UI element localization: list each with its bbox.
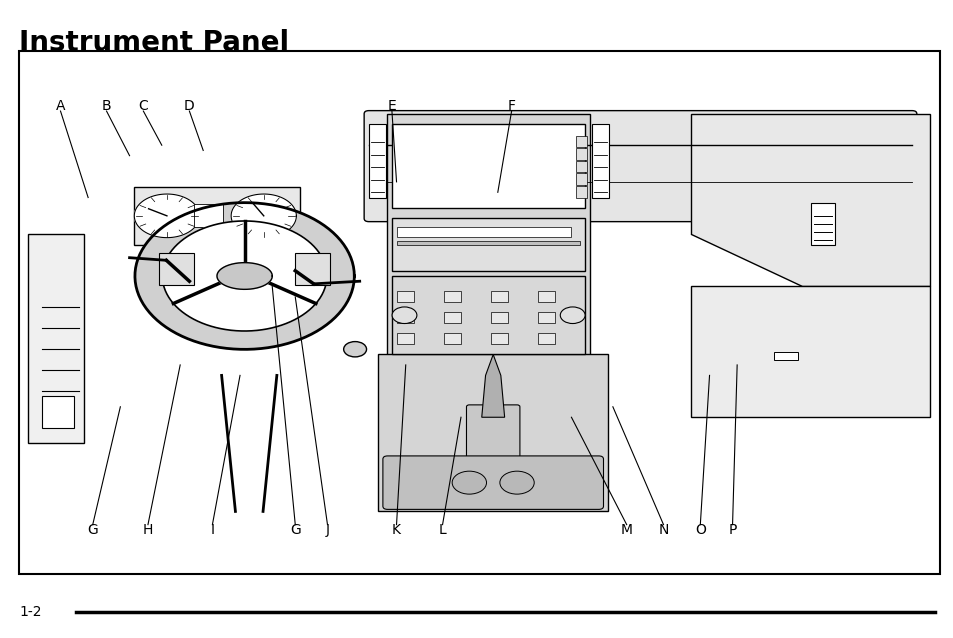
Text: D: D: [184, 99, 194, 113]
Bar: [810, 203, 834, 244]
Bar: [537, 332, 555, 344]
Bar: [575, 161, 586, 172]
Circle shape: [452, 471, 486, 494]
Bar: [396, 241, 579, 244]
Polygon shape: [231, 194, 296, 237]
Bar: [295, 253, 330, 285]
Bar: [537, 311, 555, 323]
Text: Instrument Panel: Instrument Panel: [19, 29, 289, 57]
Bar: [369, 124, 386, 198]
Circle shape: [392, 307, 416, 323]
Bar: [396, 291, 414, 302]
Text: G: G: [88, 523, 98, 537]
Bar: [387, 114, 589, 480]
Bar: [19, 51, 939, 574]
Bar: [491, 311, 508, 323]
Bar: [396, 227, 570, 237]
Polygon shape: [162, 221, 327, 331]
FancyBboxPatch shape: [364, 110, 916, 221]
Bar: [690, 286, 929, 417]
Bar: [443, 311, 460, 323]
Text: M: M: [620, 523, 632, 537]
Text: F: F: [507, 99, 515, 113]
Text: G: G: [290, 523, 300, 537]
Text: C: C: [138, 99, 148, 113]
Circle shape: [559, 307, 584, 323]
FancyBboxPatch shape: [466, 405, 519, 482]
Text: I: I: [211, 523, 214, 537]
Bar: [491, 332, 508, 344]
Bar: [392, 218, 584, 271]
Bar: [443, 291, 460, 302]
Text: B: B: [102, 99, 112, 113]
FancyBboxPatch shape: [382, 456, 603, 509]
Bar: [591, 124, 608, 198]
Polygon shape: [134, 203, 354, 350]
Text: 1-2: 1-2: [19, 605, 42, 619]
Bar: [377, 355, 608, 512]
Bar: [575, 186, 586, 198]
Bar: [773, 352, 797, 360]
Text: K: K: [392, 523, 400, 537]
Bar: [575, 174, 586, 185]
Circle shape: [499, 471, 534, 494]
Polygon shape: [690, 114, 929, 286]
Bar: [396, 311, 414, 323]
Text: P: P: [727, 523, 736, 537]
Bar: [194, 204, 223, 227]
Bar: [491, 291, 508, 302]
Text: A: A: [55, 99, 65, 113]
Bar: [575, 136, 586, 147]
Bar: [159, 253, 193, 285]
Text: J: J: [325, 523, 329, 537]
Bar: [575, 149, 586, 160]
Text: L: L: [438, 523, 446, 537]
FancyBboxPatch shape: [29, 234, 84, 443]
Circle shape: [343, 341, 366, 357]
Bar: [396, 332, 414, 344]
Text: O: O: [694, 523, 705, 537]
Bar: [537, 291, 555, 302]
Polygon shape: [216, 263, 272, 290]
Bar: [443, 332, 460, 344]
Polygon shape: [481, 355, 504, 417]
Polygon shape: [134, 194, 199, 237]
Bar: [42, 396, 74, 427]
Text: E: E: [387, 99, 395, 113]
Bar: [392, 124, 584, 208]
Text: N: N: [658, 523, 668, 537]
Text: H: H: [143, 523, 153, 537]
Bar: [392, 276, 584, 355]
Bar: [133, 187, 300, 244]
